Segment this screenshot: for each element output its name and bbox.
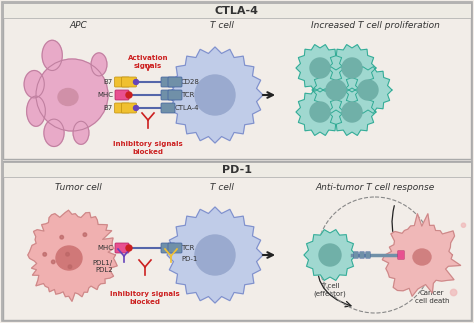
Text: MHC: MHC xyxy=(97,92,113,98)
Circle shape xyxy=(43,253,46,256)
FancyBboxPatch shape xyxy=(354,252,358,258)
FancyBboxPatch shape xyxy=(168,243,182,253)
Polygon shape xyxy=(167,207,263,303)
FancyBboxPatch shape xyxy=(360,252,365,258)
FancyBboxPatch shape xyxy=(168,90,182,100)
Ellipse shape xyxy=(58,89,78,106)
FancyBboxPatch shape xyxy=(3,162,471,177)
Polygon shape xyxy=(304,230,356,280)
Circle shape xyxy=(36,59,108,131)
Polygon shape xyxy=(328,45,376,91)
FancyBboxPatch shape xyxy=(161,90,175,100)
Text: Inhibitory signals
blocked: Inhibitory signals blocked xyxy=(113,141,183,155)
Text: CTLA-4: CTLA-4 xyxy=(175,105,200,111)
Circle shape xyxy=(358,80,378,100)
Text: B7: B7 xyxy=(104,105,113,111)
Polygon shape xyxy=(383,214,461,296)
Circle shape xyxy=(195,75,235,115)
Text: T cell: T cell xyxy=(210,22,234,30)
Polygon shape xyxy=(344,67,392,113)
FancyBboxPatch shape xyxy=(115,103,129,113)
Circle shape xyxy=(403,231,407,234)
Text: TCR: TCR xyxy=(181,92,194,98)
Text: PDL1/
PDL2: PDL1/ PDL2 xyxy=(93,259,113,273)
FancyBboxPatch shape xyxy=(3,3,471,159)
FancyBboxPatch shape xyxy=(398,251,404,259)
FancyBboxPatch shape xyxy=(168,77,182,87)
Ellipse shape xyxy=(413,249,431,265)
FancyBboxPatch shape xyxy=(115,90,129,100)
Circle shape xyxy=(60,235,64,239)
Text: TCR: TCR xyxy=(181,245,194,251)
FancyBboxPatch shape xyxy=(3,162,471,320)
Circle shape xyxy=(326,80,346,100)
FancyBboxPatch shape xyxy=(366,252,370,258)
Text: Anti-tumor T cell response: Anti-tumor T cell response xyxy=(315,182,435,192)
Circle shape xyxy=(68,265,72,268)
FancyBboxPatch shape xyxy=(161,103,175,113)
Ellipse shape xyxy=(91,53,107,76)
Circle shape xyxy=(416,257,420,262)
Circle shape xyxy=(126,92,132,98)
FancyBboxPatch shape xyxy=(115,243,129,253)
Polygon shape xyxy=(312,67,360,113)
Polygon shape xyxy=(328,89,376,135)
Text: PD-1: PD-1 xyxy=(222,165,252,175)
Circle shape xyxy=(342,102,362,122)
Circle shape xyxy=(134,106,138,110)
Ellipse shape xyxy=(56,246,82,270)
FancyBboxPatch shape xyxy=(121,103,137,113)
Circle shape xyxy=(310,102,330,122)
Ellipse shape xyxy=(73,121,89,144)
Circle shape xyxy=(441,269,446,275)
Circle shape xyxy=(83,233,87,236)
FancyBboxPatch shape xyxy=(161,77,175,87)
Circle shape xyxy=(421,232,424,235)
Ellipse shape xyxy=(44,119,64,146)
Text: MHC: MHC xyxy=(97,245,113,251)
Text: B7: B7 xyxy=(104,79,113,85)
Ellipse shape xyxy=(27,96,46,126)
Text: CTLA-4: CTLA-4 xyxy=(215,6,259,16)
Text: APC: APC xyxy=(69,22,87,30)
Text: Increased T cell proliferation: Increased T cell proliferation xyxy=(310,22,439,30)
Text: T cell
(effector): T cell (effector) xyxy=(314,283,346,297)
Polygon shape xyxy=(167,47,263,143)
Polygon shape xyxy=(296,45,344,91)
Text: Activation
signals: Activation signals xyxy=(128,55,168,69)
Text: Inhibitory signals
blocked: Inhibitory signals blocked xyxy=(110,291,180,305)
Circle shape xyxy=(66,253,69,256)
Text: Tumor cell: Tumor cell xyxy=(55,182,101,192)
Polygon shape xyxy=(28,210,117,301)
Ellipse shape xyxy=(42,40,62,70)
Text: Cancer
cell death: Cancer cell death xyxy=(415,290,449,304)
Circle shape xyxy=(195,235,235,275)
Circle shape xyxy=(461,223,465,227)
Text: PD-1: PD-1 xyxy=(181,256,197,262)
Circle shape xyxy=(410,235,417,242)
Circle shape xyxy=(126,245,132,251)
Text: T cell: T cell xyxy=(210,182,234,192)
FancyBboxPatch shape xyxy=(121,77,137,87)
FancyBboxPatch shape xyxy=(161,243,175,253)
Text: CD28: CD28 xyxy=(181,79,200,85)
Circle shape xyxy=(411,245,416,250)
FancyBboxPatch shape xyxy=(115,77,129,87)
Circle shape xyxy=(319,244,341,266)
FancyBboxPatch shape xyxy=(3,3,471,18)
Ellipse shape xyxy=(24,70,44,98)
Circle shape xyxy=(134,79,138,85)
Circle shape xyxy=(52,260,55,264)
Circle shape xyxy=(450,289,457,296)
Polygon shape xyxy=(296,89,344,135)
Circle shape xyxy=(310,58,330,78)
Circle shape xyxy=(342,58,362,78)
